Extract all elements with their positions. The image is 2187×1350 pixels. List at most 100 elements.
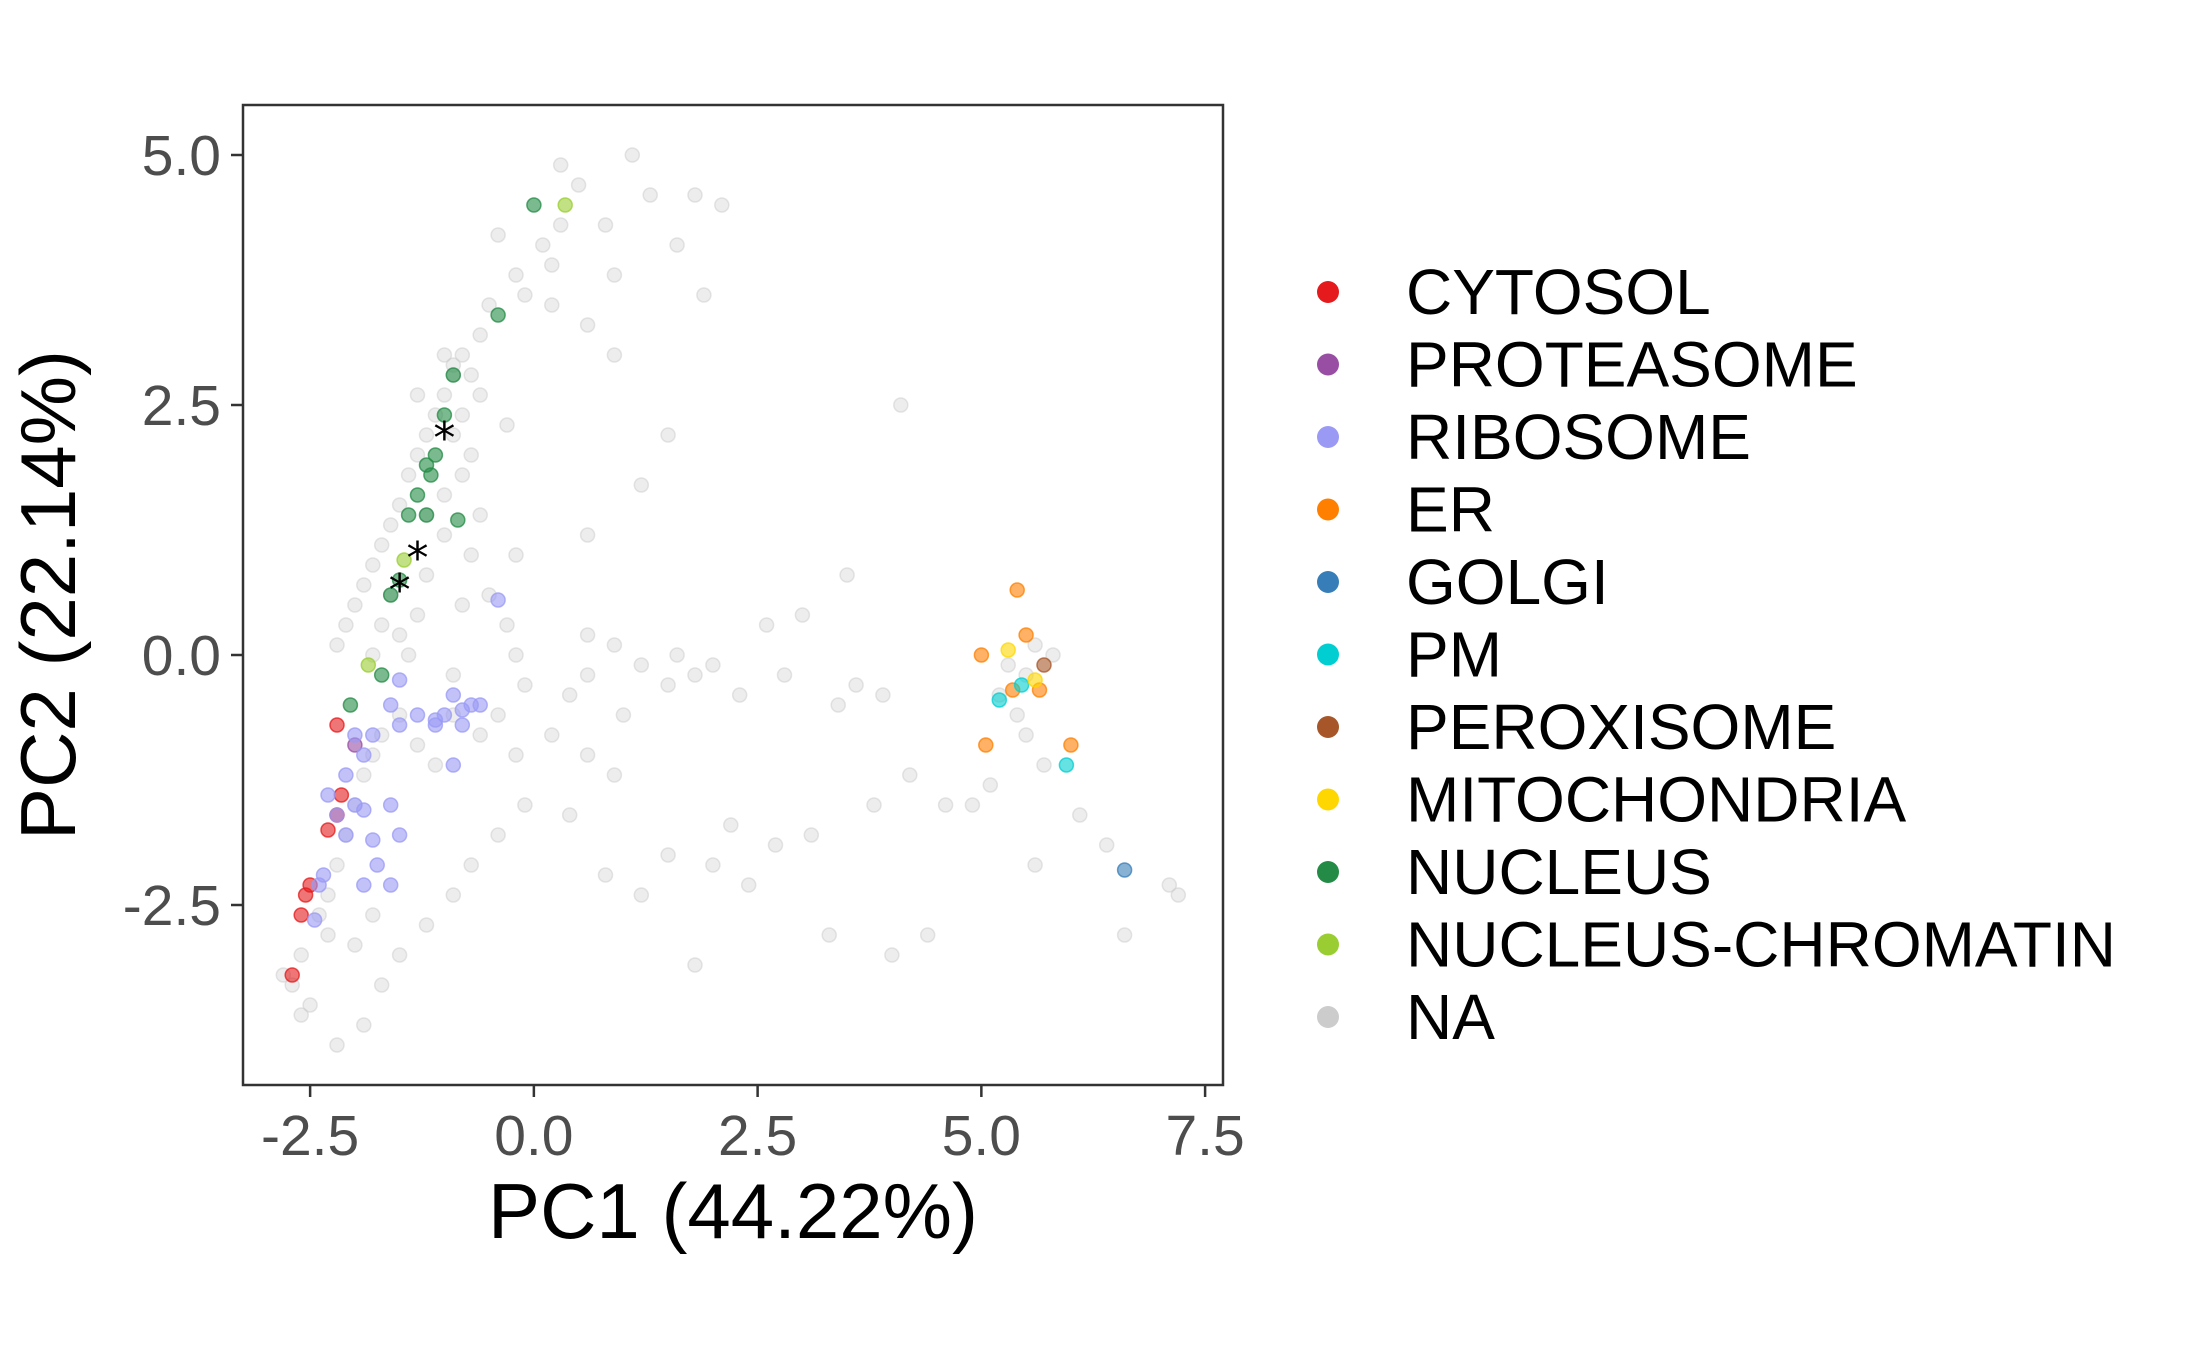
point-na-139 xyxy=(499,417,515,433)
point-er-1 xyxy=(1018,627,1034,643)
legend-label-er: ER xyxy=(1406,474,1495,546)
point-nucleus-13 xyxy=(373,667,390,683)
point-na-52 xyxy=(508,647,524,663)
point-na-110 xyxy=(919,927,936,943)
legend-label-peroxisome: PEROXISOME xyxy=(1406,691,1836,763)
point-na-74 xyxy=(705,857,721,873)
point-na-133 xyxy=(875,687,891,703)
point-er-0 xyxy=(1009,582,1025,598)
point-ribosome-23 xyxy=(472,697,488,713)
point-na-93 xyxy=(320,887,336,903)
point-nucleus-12 xyxy=(382,587,399,603)
series-nucleus-chromatin xyxy=(360,197,573,673)
point-na-25 xyxy=(436,387,453,403)
point-ribosome-28 xyxy=(427,717,444,733)
point-ribosome-11 xyxy=(382,877,399,893)
point-na-140 xyxy=(544,297,560,313)
point-na-77 xyxy=(633,887,650,903)
point-na-76 xyxy=(660,847,676,863)
series-er xyxy=(973,582,1079,753)
legend-swatch-golgi xyxy=(1317,571,1339,593)
point-na-19 xyxy=(463,367,479,383)
point-na-11 xyxy=(535,237,551,253)
point-cytosol-7 xyxy=(329,717,345,733)
point-na-35 xyxy=(347,597,363,613)
legend-label-mitochondria: MITOCHONDRIA xyxy=(1406,764,1906,836)
point-na-141 xyxy=(606,347,623,363)
point-na-91 xyxy=(293,947,309,963)
point-ribosome-4 xyxy=(329,807,345,823)
point-na-132 xyxy=(830,697,846,713)
point-na-42 xyxy=(400,647,417,663)
point-na-30 xyxy=(391,497,408,513)
point-ribosome-31 xyxy=(391,672,408,688)
point-ribosome-26 xyxy=(445,757,462,773)
point-na-20 xyxy=(472,387,488,403)
legend-label-proteasome: PROTEASOME xyxy=(1406,329,1858,401)
point-na-130 xyxy=(606,767,623,783)
point-na-144 xyxy=(436,347,453,363)
point-na-32 xyxy=(373,537,390,553)
data-points xyxy=(275,147,1187,1053)
x-tick-label: 5.0 xyxy=(942,1104,1021,1168)
point-na-36 xyxy=(338,617,354,633)
series-nucleus xyxy=(342,197,542,713)
point-nucleus-8 xyxy=(418,507,435,523)
point-ribosome-24 xyxy=(445,687,462,703)
y-tick-label: -2.5 xyxy=(123,874,221,938)
point-na-60 xyxy=(660,677,676,693)
point-na-48 xyxy=(472,507,488,523)
annotation-asterisk-0: * xyxy=(433,413,455,464)
point-na-17 xyxy=(472,327,488,343)
legend-label-golgi: GOLGI xyxy=(1406,546,1609,618)
point-na-66 xyxy=(839,567,855,583)
point-ribosome-12 xyxy=(382,797,399,813)
point-na-78 xyxy=(597,867,614,883)
point-na-142 xyxy=(696,287,712,303)
point-na-28 xyxy=(409,447,426,463)
point-na-37 xyxy=(329,637,345,653)
series-golgi xyxy=(1116,862,1133,878)
point-na-9 xyxy=(579,317,596,333)
point-golgi-0 xyxy=(1116,862,1133,878)
point-na-153 xyxy=(365,907,381,923)
legend-label-nucleus: NUCLEUS xyxy=(1406,836,1712,908)
point-na-7 xyxy=(669,237,685,253)
point-na-57 xyxy=(579,627,596,643)
point-na-13 xyxy=(490,227,506,243)
point-mitochondria-1 xyxy=(1027,672,1043,688)
x-tick-label: 0.0 xyxy=(494,1104,573,1168)
point-ribosome-13 xyxy=(391,827,408,843)
y-tick-label: 5.0 xyxy=(142,124,221,188)
legend-swatch-cytosol xyxy=(1317,281,1339,303)
point-na-67 xyxy=(848,677,864,693)
point-nucleus-14 xyxy=(342,697,359,713)
legend-swatch-nucleus xyxy=(1317,861,1339,883)
legend-swatch-er xyxy=(1317,498,1339,521)
point-na-72 xyxy=(767,837,784,853)
point-na-31 xyxy=(382,517,399,533)
point-na-121 xyxy=(1098,837,1115,853)
point-na-23 xyxy=(463,447,479,463)
legend-label-na: NA xyxy=(1406,981,1495,1053)
point-ribosome-20 xyxy=(436,707,453,723)
point-na-63 xyxy=(731,687,748,703)
point-nucleus-6 xyxy=(423,467,439,483)
legend-label-ribosome: RIBOSOME xyxy=(1406,401,1751,473)
legend-label-cytosol: CYTOSOL xyxy=(1406,256,1711,328)
plot-panel xyxy=(241,103,1225,1087)
point-na-41 xyxy=(391,627,408,643)
point-na-123 xyxy=(1161,877,1178,893)
point-ribosome-8 xyxy=(365,832,381,848)
point-na-101 xyxy=(409,737,426,753)
point-na-102 xyxy=(427,757,444,773)
point-na-4 xyxy=(642,187,658,203)
point-nucleus-chromatin-1 xyxy=(396,552,412,568)
point-pm-1 xyxy=(1013,677,1030,693)
point-na-64 xyxy=(758,617,775,633)
point-na-69 xyxy=(902,767,918,783)
point-na-2 xyxy=(597,217,614,233)
point-er-6 xyxy=(978,737,994,753)
point-na-87 xyxy=(356,1017,372,1033)
